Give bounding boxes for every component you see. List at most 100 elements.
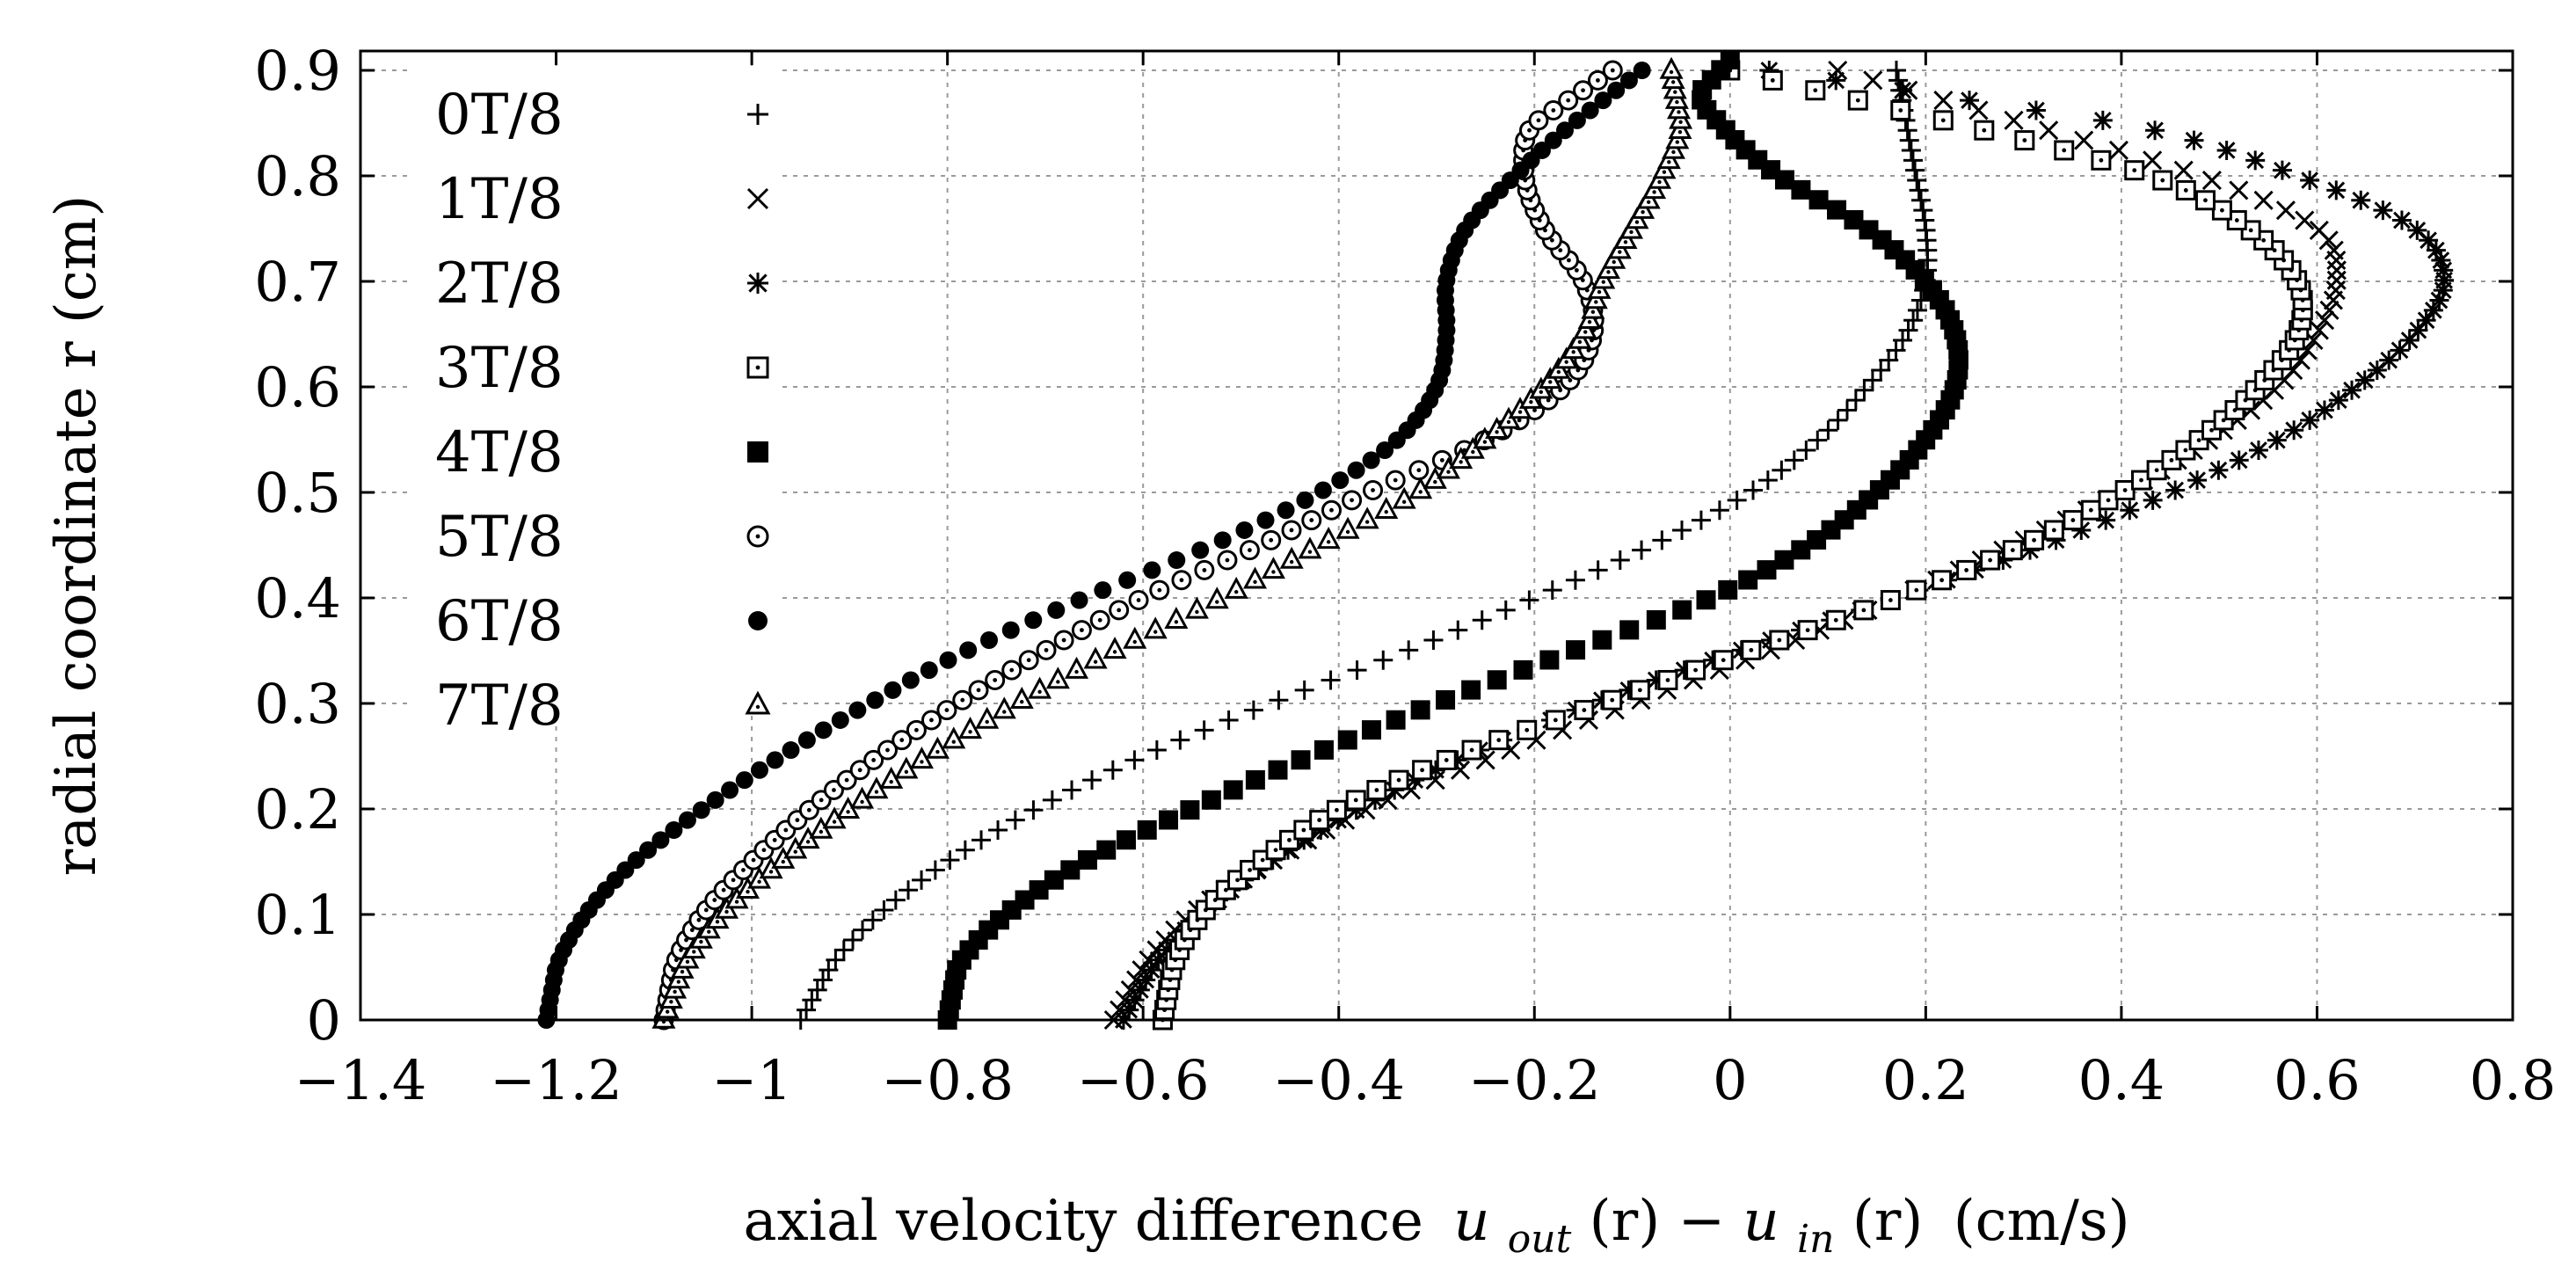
marker-circle-dot	[952, 689, 973, 710]
marker-square-dot	[1932, 110, 1954, 131]
marker-triangle-dot	[1009, 686, 1034, 709]
marker-filled-circle	[1544, 131, 1562, 149]
marker-star	[1136, 970, 1156, 990]
marker-square-dot	[1797, 620, 1818, 641]
marker-filled-square	[1116, 830, 1136, 850]
marker-triangle-dot	[958, 717, 983, 739]
marker-plus	[1899, 130, 1919, 150]
marker-triangle-dot	[1316, 527, 1341, 550]
marker-cross	[1933, 91, 1954, 111]
marker-filled-square	[1096, 840, 1117, 860]
marker-filled-circle	[1581, 101, 1599, 120]
marker-star	[1960, 91, 1980, 111]
marker-star	[2300, 410, 2320, 430]
marker-plus	[1632, 540, 1652, 560]
marker-plus	[862, 910, 883, 930]
marker-circle-dot	[1053, 630, 1074, 651]
legend-item: 0T/8	[435, 83, 768, 148]
marker-circle-dot	[1018, 650, 1039, 671]
marker-plus	[1219, 710, 1239, 730]
marker-filled-circle	[1532, 141, 1551, 159]
marker-plus	[1652, 530, 1672, 550]
marker-star	[2408, 320, 2428, 340]
marker-circle-dot	[1036, 639, 1057, 660]
marker-star	[2096, 510, 2116, 530]
marker-plus	[1818, 420, 1838, 441]
series-0T-8	[790, 61, 1938, 1030]
marker-plus	[1808, 430, 1828, 450]
marker-filled-square	[1808, 190, 1829, 210]
marker-star	[1130, 980, 1150, 1000]
x-axis-title-sub-in: in	[1797, 1217, 1834, 1262]
marker-plus	[1886, 61, 1906, 80]
marker-star	[1674, 660, 1694, 681]
x-axis-title-var-in: u	[1743, 1189, 1779, 1254]
legend-item: 1T/8	[435, 167, 769, 232]
marker-plus	[1542, 580, 1562, 601]
marker-star	[1703, 650, 1723, 670]
marker-square-dot	[1741, 639, 1762, 660]
marker-filled-circle	[920, 661, 938, 680]
marker-circle-dot	[1239, 540, 1260, 561]
marker-circle-dot	[985, 669, 1006, 690]
marker-square-dot	[2114, 479, 2136, 500]
marker-plus	[1913, 200, 1933, 221]
marker-plus	[1837, 400, 1857, 420]
marker-plus	[1862, 370, 1882, 390]
marker-filled-circle	[627, 851, 645, 870]
plot-frame	[359, 49, 2514, 1022]
y-tick-label: 0.9	[254, 39, 341, 103]
marker-star	[2423, 300, 2443, 320]
marker-square-dot	[1685, 659, 1706, 681]
series-2T-8	[1113, 61, 2455, 1030]
x-tick-label: 0.2	[1882, 1048, 1969, 1112]
x-tick-label: 0.6	[2274, 1048, 2361, 1112]
marker-cross	[2326, 270, 2347, 290]
y-tick-label: 0.7	[254, 250, 341, 314]
marker-plus	[1399, 640, 1419, 660]
marker-filled-square	[1268, 760, 1288, 780]
marker-plus	[1903, 150, 1923, 171]
marker-filled-square	[1791, 540, 1811, 560]
y-tick-label: 0.8	[254, 144, 341, 208]
x-axis-title-var-out: u	[1453, 1189, 1489, 1254]
marker-star	[2143, 490, 2163, 510]
marker-square-dot	[1956, 559, 1977, 580]
marker-star	[2434, 270, 2455, 290]
y-tick-label: 0.1	[254, 883, 341, 947]
marker-cross	[2201, 170, 2222, 191]
x-axis-title-tail: (r)	[1852, 1189, 1924, 1254]
marker-square-dot	[1412, 760, 1433, 781]
marker-plus	[802, 990, 822, 1010]
marker-filled-circle	[884, 681, 902, 699]
x-tick-label: −0.6	[1077, 1048, 1210, 1112]
marker-filled-square	[1029, 880, 1049, 900]
marker-filled-circle	[748, 611, 768, 630]
marker-cross	[1120, 980, 1140, 1000]
marker-cross	[2074, 130, 2094, 150]
marker-plus	[1911, 190, 1932, 210]
marker-square-dot	[1388, 769, 1409, 790]
marker-star	[1447, 750, 1467, 770]
marker-triangle-dot	[1123, 626, 1147, 649]
marker-filled-circle	[782, 741, 800, 760]
marker-plus	[988, 820, 1008, 840]
marker-square-dot	[2098, 490, 2119, 511]
marker-plus	[1146, 740, 1167, 761]
legend-label: 3T/8	[435, 336, 564, 401]
marker-plus	[1743, 480, 1764, 500]
marker-square-dot	[1461, 739, 1482, 761]
marker-cross	[2319, 300, 2340, 320]
x-tick-label: −0.2	[1468, 1048, 1601, 1112]
marker-circle-dot	[1321, 499, 1342, 521]
marker-plus	[1796, 441, 1816, 460]
marker-square-dot	[2024, 529, 2045, 550]
marker-circle-dot	[823, 780, 844, 801]
marker-square-dot	[2080, 499, 2101, 521]
marker-cross	[2143, 150, 2163, 171]
marker-plus	[1243, 700, 1263, 720]
x-axis-title-text: axial velocity difference	[743, 1189, 1423, 1254]
marker-plus	[1588, 560, 1608, 580]
marker-square-dot	[1309, 810, 1330, 831]
marker-star	[2407, 220, 2427, 240]
